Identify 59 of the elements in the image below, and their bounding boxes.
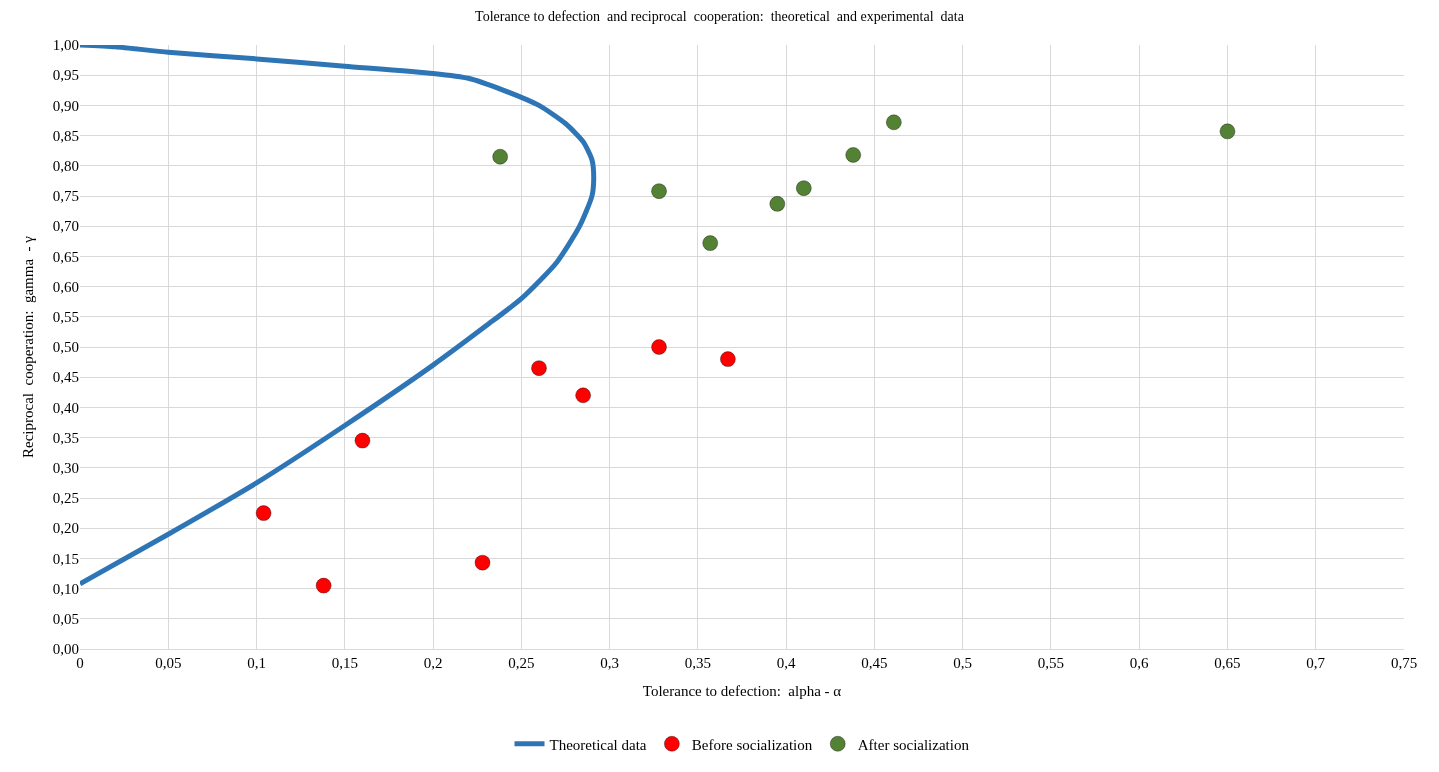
y-tick-label: 0,85 — [52, 127, 79, 144]
y-tick-label: 1,00 — [52, 37, 79, 54]
y-tick-label: 0,80 — [52, 158, 79, 175]
y-tick-label: 0,60 — [52, 278, 79, 295]
y-tick-label: 0,70 — [52, 218, 79, 235]
y-axis-title: Reciprocal cooperation: gamma - γ — [20, 235, 36, 458]
x-tick-label: 0,15 — [331, 655, 358, 671]
x-tick-label: 0 — [76, 655, 84, 671]
legend-label: Theoretical data — [549, 736, 647, 753]
point — [651, 339, 668, 355]
x-tick-label: 0,35 — [684, 655, 711, 671]
chart-title: Tolerance to defection and reciprocal cooperation: theoretical and experimental data — [475, 9, 965, 25]
point — [315, 577, 332, 594]
point — [575, 387, 592, 404]
x-tick-label: 0,2 — [423, 655, 443, 671]
x-tick-label: 0,7 — [1306, 655, 1326, 671]
y-tick-label: 0,75 — [52, 188, 79, 205]
x-tick-label: 0,4 — [776, 655, 797, 671]
x-tick-label: 0,3 — [600, 655, 619, 671]
x-tick-label: 0,05 — [155, 655, 182, 671]
y-tick-label: 0,35 — [52, 429, 79, 446]
point — [354, 432, 371, 449]
point — [702, 235, 719, 252]
y-tick-label: 0,20 — [52, 520, 79, 537]
point — [492, 148, 509, 165]
point — [769, 195, 786, 212]
point — [885, 114, 902, 131]
y-tick-label: 0,00 — [52, 641, 79, 658]
y-tick-label: 0,05 — [52, 611, 79, 628]
x-tick-label: 0,65 — [1214, 655, 1241, 671]
point — [531, 360, 547, 377]
point — [795, 180, 812, 197]
y-tick-label: 0,50 — [52, 339, 79, 356]
point — [255, 505, 272, 522]
y-tick-label: 0,15 — [52, 550, 79, 567]
point — [845, 146, 862, 163]
x-tick-label: 0,75 — [1390, 655, 1418, 671]
y-tick-label: 0,90 — [52, 97, 79, 114]
legend-label: Before socialization — [691, 736, 813, 753]
x-tick-label: 0,6 — [1129, 655, 1150, 671]
x-tick-label: 0,5 — [953, 655, 973, 671]
y-tick-label: 0,25 — [52, 490, 79, 507]
y-tick-label: 0,30 — [52, 460, 79, 477]
y-tick-label: 0,10 — [52, 580, 79, 597]
point — [719, 351, 736, 368]
point — [474, 554, 491, 571]
point — [651, 183, 668, 200]
y-tick-label: 0,65 — [52, 248, 79, 265]
y-tick-label: 0,95 — [52, 67, 79, 84]
x-tick-label: 0,25 — [508, 655, 535, 671]
x-tick-label: 0,45 — [861, 655, 888, 671]
y-tick-label: 0,40 — [52, 399, 79, 416]
legend-label: After socialization — [857, 736, 970, 753]
x-axis-title: Tolerance to defection: alpha - α — [642, 683, 842, 699]
x-tick-label: 0,55 — [1037, 655, 1065, 671]
y-tick-label: 0,45 — [52, 369, 79, 386]
y-tick-label: 0,55 — [52, 309, 79, 326]
point — [1219, 123, 1236, 140]
x-tick-label: 0,1 — [247, 655, 266, 671]
